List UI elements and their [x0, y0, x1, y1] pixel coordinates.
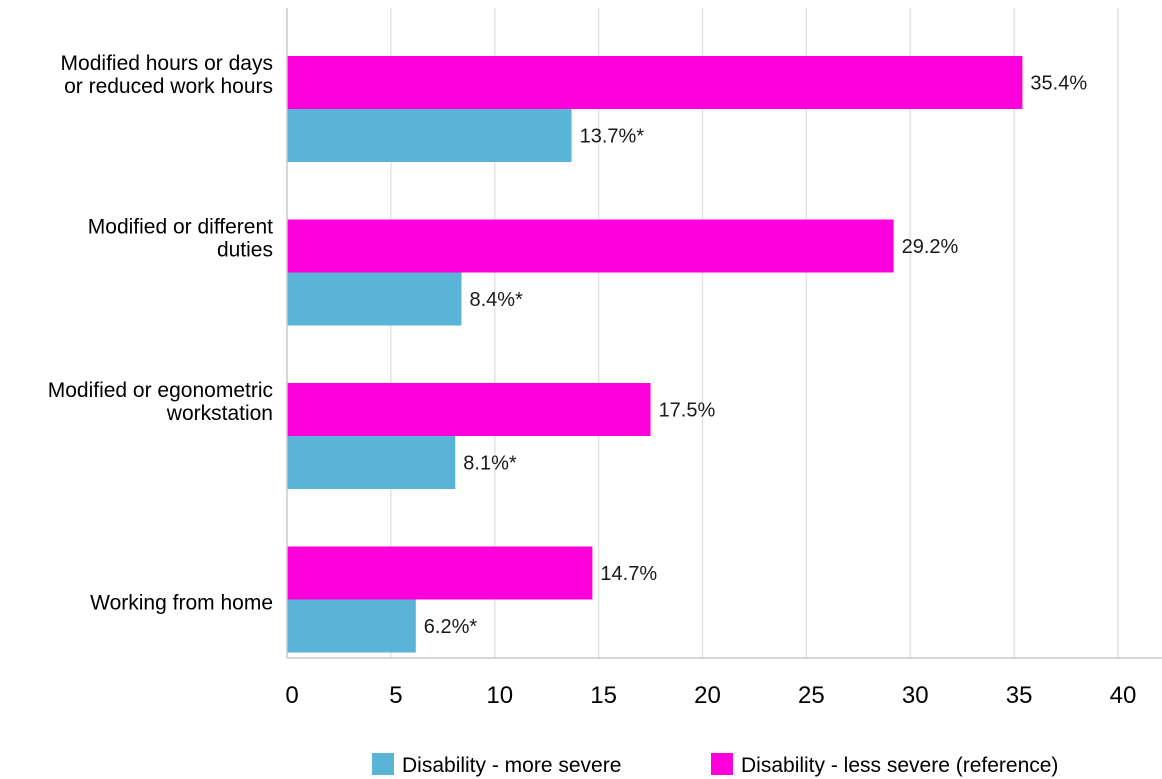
data-label-less-severe-0: 35.4%	[1030, 73, 1087, 95]
bar-more-severe-3	[287, 599, 416, 653]
category-label-1-line-0: Modified or different	[88, 216, 273, 239]
x-tick-label-20: 20	[694, 682, 721, 709]
legend-swatch-0	[372, 753, 394, 775]
x-tick-label-40: 40	[1110, 682, 1137, 709]
data-label-less-severe-2: 17.5%	[659, 400, 716, 422]
category-label-3-line-0: Working from home	[90, 592, 273, 615]
data-label-more-severe-0: 13.7%*	[580, 126, 645, 148]
x-tick-label-10: 10	[486, 682, 513, 709]
bar-more-severe-2	[287, 436, 456, 489]
bar-less-severe-3	[287, 546, 593, 600]
axes	[286, 8, 1162, 659]
category-label-2-line-1: workstation	[166, 402, 273, 425]
data-label-more-severe-1: 8.4%*	[470, 289, 524, 311]
bar-more-severe-1	[287, 272, 462, 326]
data-label-less-severe-3: 14.7%	[600, 563, 657, 585]
legend-swatch-1	[711, 753, 733, 775]
x-tick-labels: 0 5 10 15 20 25 30 35 40	[285, 682, 1136, 709]
bar-less-severe-2	[287, 383, 651, 436]
x-tick-label-25: 25	[798, 682, 825, 709]
x-tick-label-5: 5	[389, 682, 402, 709]
x-tick-label-0: 0	[285, 682, 298, 709]
x-tick-label-35: 35	[1006, 682, 1033, 709]
data-label-more-severe-2: 8.1%*	[463, 453, 517, 475]
category-label-0-line-0: Modified hours or days	[61, 52, 273, 75]
legend-label-0: Disability - more severe	[402, 754, 621, 777]
category-label-0-line-1: or reduced work hours	[64, 75, 273, 98]
data-label-more-severe-3: 6.2%*	[424, 616, 478, 638]
bar-less-severe-0	[287, 56, 1023, 109]
legend-label-1: Disability - less severe (reference)	[741, 754, 1058, 777]
category-label-2-line-0: Modified or egonometric	[48, 379, 273, 402]
x-tick-label-30: 30	[902, 682, 929, 709]
data-label-less-severe-1: 29.2%	[902, 236, 959, 258]
bar-less-severe-1	[287, 219, 894, 273]
category-label-1-line-1: duties	[217, 239, 273, 262]
legend: Disability - more severe Disability - les…	[372, 753, 1058, 777]
x-tick-label-15: 15	[590, 682, 617, 709]
bars: 35.4% 13.7%* 29.2% 8.4%* 17.5% 8.1%* 14.7% 6.2%…	[287, 56, 1087, 653]
bar-more-severe-0	[287, 109, 572, 162]
